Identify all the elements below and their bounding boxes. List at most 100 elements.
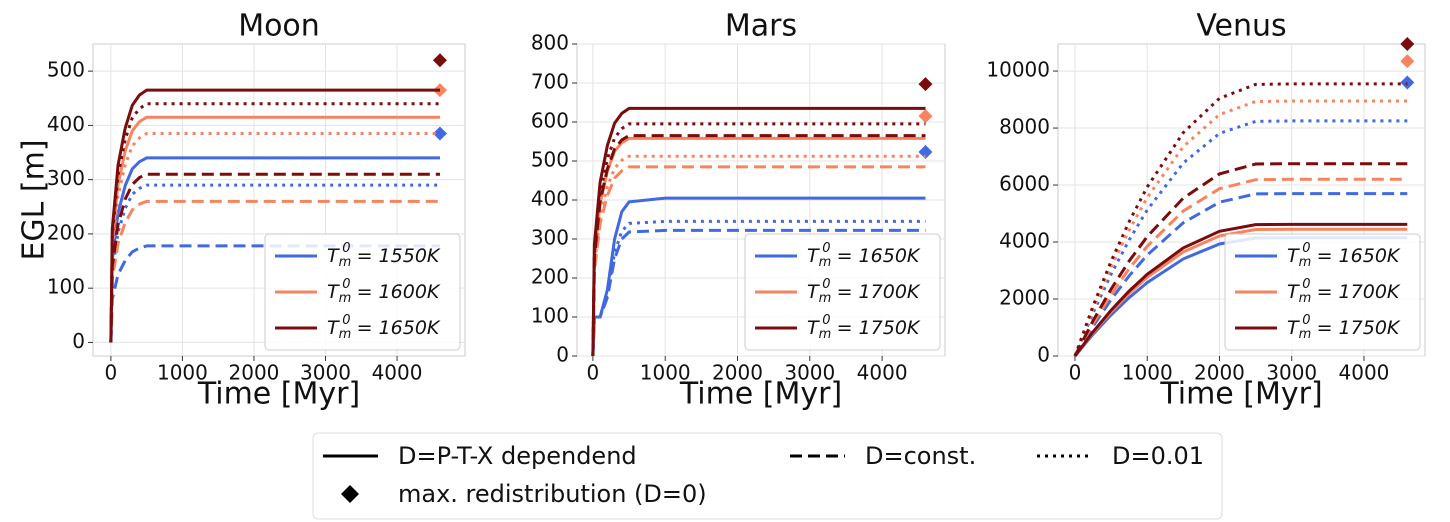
x-tick-label: 4000 xyxy=(372,361,423,385)
data-line xyxy=(1073,222,1408,357)
data-line xyxy=(591,136,926,357)
y-tick-label: 0 xyxy=(556,343,569,367)
legend-label-part: = 1650K xyxy=(351,317,441,339)
legend-label: D=0.01 xyxy=(1112,442,1204,470)
y-tick-label: 10000 xyxy=(986,58,1050,82)
y-tick-label: 700 xyxy=(531,70,569,94)
figure-legend-box xyxy=(312,432,1223,520)
legend-label-part: 0 xyxy=(822,241,830,256)
legend-label: Tm0 = 1650K xyxy=(1287,241,1401,270)
x-tick-label: 2000 xyxy=(229,361,280,385)
legend-label-part: T xyxy=(807,281,820,303)
data-line xyxy=(109,88,440,343)
data-line xyxy=(591,228,926,357)
legend-label: Tm0 = 1750K xyxy=(1287,313,1401,342)
y-tick-label: 100 xyxy=(531,304,569,328)
y-tick-label: 0 xyxy=(1037,343,1050,367)
legend-label-part: = 1700K xyxy=(1311,281,1401,303)
data-line xyxy=(109,156,440,343)
legend-label-part: T xyxy=(1287,245,1300,267)
max-marker xyxy=(918,77,933,92)
legend-label-part: m xyxy=(819,291,832,306)
x-tick-label: 1000 xyxy=(640,361,691,385)
chart-title: Moon xyxy=(238,9,320,44)
legend-label-part: 0 xyxy=(1302,313,1310,328)
data-line xyxy=(591,122,926,357)
legend-label-part: T xyxy=(327,317,340,339)
legend-label-part: T xyxy=(327,281,340,303)
legend-label-part: m xyxy=(819,327,832,342)
y-tick-label: 600 xyxy=(531,109,569,133)
y-tick-label: 500 xyxy=(47,58,85,82)
legend-label-part: m xyxy=(1299,291,1312,306)
y-axis-label: EGL [m] xyxy=(17,139,52,260)
x-tick-label: 4000 xyxy=(857,361,908,385)
data-line xyxy=(109,244,440,343)
legend-label-part: = 1700K xyxy=(831,281,921,303)
max-marker xyxy=(1400,37,1415,51)
legend-label: D=P-T-X dependend xyxy=(398,442,637,470)
legend-label-part: 0 xyxy=(342,277,350,292)
max-marker xyxy=(1400,54,1415,69)
x-tick-label: 0 xyxy=(105,361,118,385)
legend-label-part: T xyxy=(327,245,340,267)
max-marker xyxy=(432,126,447,141)
legend-label-part: = 1650K xyxy=(831,245,921,267)
legend-box xyxy=(744,233,941,351)
legend-label-part: = 1650K xyxy=(1311,245,1401,267)
max-marker xyxy=(918,145,933,160)
legend-label-part: T xyxy=(807,245,820,267)
y-tick-label: 300 xyxy=(531,226,569,250)
x-tick-label: 4000 xyxy=(1339,361,1390,385)
x-tick-label: 3000 xyxy=(784,361,835,385)
legend-label: Tm0 = 1600K xyxy=(327,277,441,306)
max-marker xyxy=(918,109,933,124)
max-marker xyxy=(432,53,447,68)
x-tick-label: 1000 xyxy=(1122,361,1173,385)
legend-label-part: T xyxy=(1287,317,1300,339)
x-tick-label: 3000 xyxy=(300,361,351,385)
data-line xyxy=(109,115,440,343)
x-tick-label: 3000 xyxy=(1266,361,1317,385)
data-line xyxy=(109,172,440,343)
legend-label: Tm0 = 1750K xyxy=(807,313,921,342)
legend-label-part: m xyxy=(339,255,352,270)
data-line xyxy=(109,102,440,343)
legend-label: D=const. xyxy=(865,442,976,470)
x-axis-label: Time [Myr] xyxy=(197,377,360,412)
x-axis-label: Time [Myr] xyxy=(1159,377,1322,412)
y-tick-label: 300 xyxy=(47,166,85,190)
legend-label: Tm0 = 1700K xyxy=(807,277,921,306)
data-line xyxy=(1073,177,1408,357)
y-tick-label: 500 xyxy=(531,148,569,172)
legend-label-part: = 1600K xyxy=(351,281,441,303)
x-tick-label: 0 xyxy=(587,361,600,385)
legend-label-part: = 1750K xyxy=(1311,317,1401,339)
legend-label-part: T xyxy=(1287,281,1300,303)
legend-label-part: m xyxy=(339,291,352,306)
data-line xyxy=(591,154,926,357)
legend-label-part: 0 xyxy=(1302,277,1310,292)
y-tick-label: 4000 xyxy=(999,229,1050,253)
legend-label-part: m xyxy=(1299,327,1312,342)
data-line xyxy=(109,199,440,343)
x-tick-label: 0 xyxy=(1069,361,1082,385)
legend-label-part: m xyxy=(819,255,832,270)
legend-label-part: m xyxy=(339,327,352,342)
x-tick-label: 2000 xyxy=(1194,361,1245,385)
data-line xyxy=(1073,99,1408,357)
legend-label-part: 0 xyxy=(342,313,350,328)
legend-label: Tm0 = 1650K xyxy=(327,313,441,342)
y-tick-label: 800 xyxy=(531,31,569,55)
legend-label: Tm0 = 1650K xyxy=(807,241,921,270)
legend-label-part: T xyxy=(807,317,820,339)
data-line xyxy=(1073,82,1408,357)
legend-label: Tm0 = 1550K xyxy=(327,241,441,270)
y-tick-label: 100 xyxy=(47,275,85,299)
y-tick-label: 200 xyxy=(47,220,85,244)
legend-label: max. redistribution (D=0) xyxy=(398,480,707,508)
y-tick-label: 0 xyxy=(72,329,85,353)
legend-label-part: 0 xyxy=(822,313,830,328)
legend-label-part: = 1750K xyxy=(831,317,921,339)
